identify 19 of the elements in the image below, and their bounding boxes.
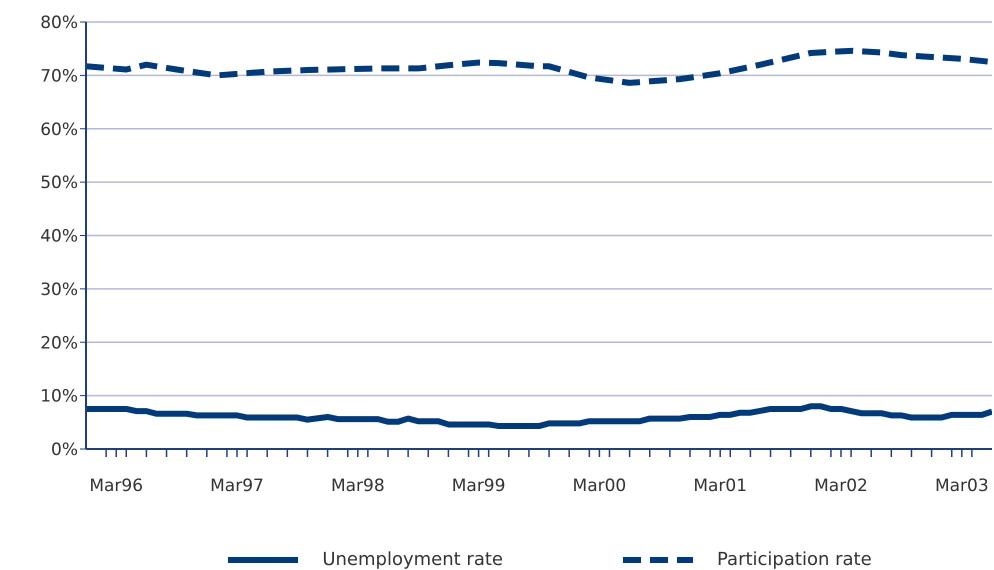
x-tick-label: Mar02 <box>814 476 868 496</box>
x-tick-label: Mar96 <box>89 476 144 496</box>
y-tick-label: 40% <box>40 226 78 247</box>
x-tick-label: Mar99 <box>452 476 506 496</box>
y-tick-label: 30% <box>40 280 78 300</box>
y-tick-label: 50% <box>40 173 78 194</box>
y-tick-label: 20% <box>40 333 78 354</box>
x-tick-label: Mar98 <box>330 476 385 496</box>
x-tick-label: Mar00 <box>572 476 626 496</box>
legend-label: Participation rate <box>717 549 872 570</box>
x-tick-label: Mar01 <box>693 476 748 496</box>
x-tick-label: Mar03 <box>934 476 989 496</box>
y-tick-label: 70% <box>40 66 78 86</box>
y-tick-label: 60% <box>40 120 78 140</box>
x-tick-label: Mar97 <box>210 476 264 496</box>
y-tick-label: 0% <box>51 440 78 460</box>
y-tick-label: 10% <box>40 386 78 407</box>
y-tick-label: 80% <box>40 13 78 34</box>
legend-label: Unemployment rate <box>322 549 503 570</box>
